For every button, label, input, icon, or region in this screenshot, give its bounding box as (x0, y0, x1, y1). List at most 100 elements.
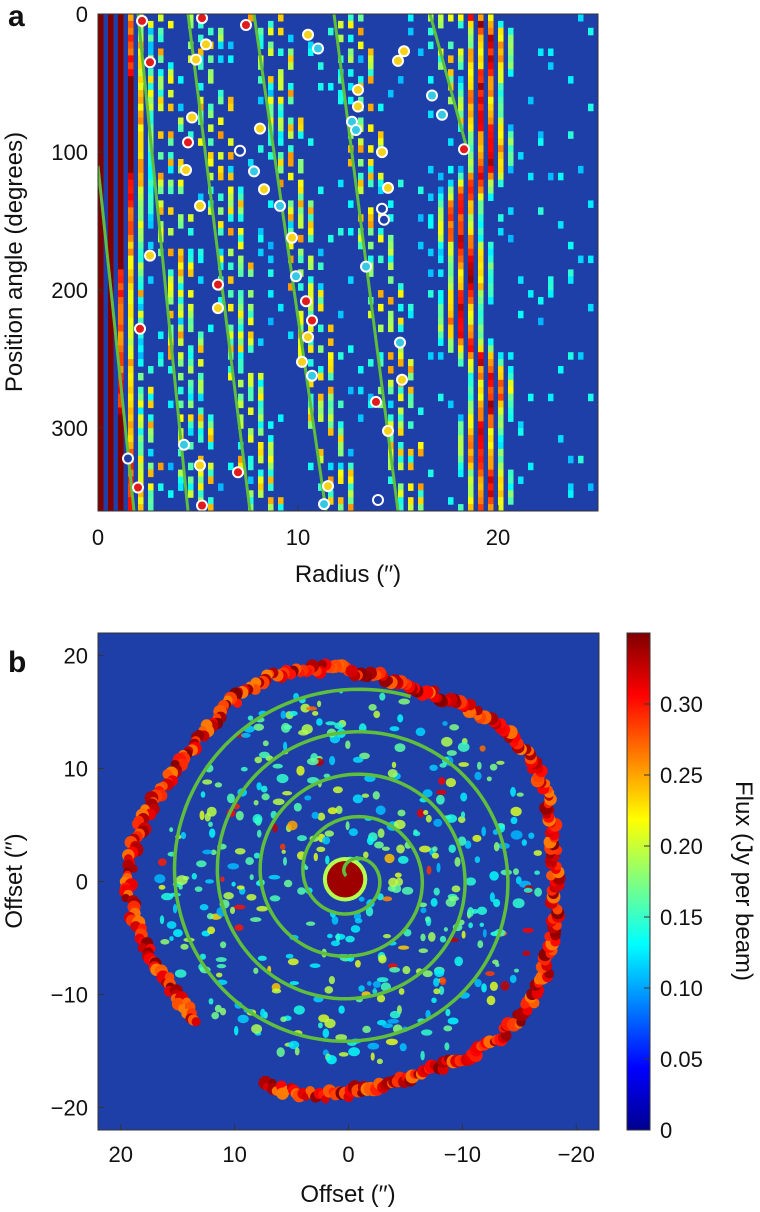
heatmap-cell (188, 310, 194, 319)
heatmap-cell (228, 262, 234, 270)
heatmap-cell (468, 62, 474, 70)
marker (122, 452, 134, 465)
heatmap-cell (488, 497, 494, 505)
heatmap-cell (108, 228, 114, 236)
heatmap-cell (128, 269, 134, 277)
heatmap-cell (138, 490, 144, 498)
heatmap-blob (324, 986, 334, 994)
heatmap-cell (398, 324, 404, 333)
heatmap-cell (388, 241, 394, 250)
heatmap-cell (478, 179, 484, 188)
heatmap-cell (308, 221, 314, 229)
panel-a-frame (97, 13, 599, 512)
heatmap-cell (198, 331, 204, 339)
heatmap-cell (498, 448, 504, 457)
heatmap-cell (338, 469, 344, 478)
x-tick-label: 10 (286, 525, 310, 550)
heatmap-cell (468, 448, 474, 457)
heatmap-cell (248, 407, 254, 415)
heatmap-blob (438, 986, 445, 995)
heatmap-cell (258, 490, 264, 498)
marker (300, 295, 312, 308)
heatmap-cell (478, 193, 484, 201)
heatmap-cell (268, 110, 274, 119)
heatmap-blob (496, 760, 505, 765)
heatmap-cell (578, 14, 584, 22)
heatmap-cell (498, 96, 504, 105)
heatmap-cell (188, 352, 194, 360)
heatmap-cell (378, 359, 384, 367)
heatmap-cell (128, 497, 134, 505)
heatmap-cell (408, 504, 414, 511)
heatmap-cell (378, 131, 384, 139)
heatmap-cell (248, 462, 254, 471)
heatmap-cell (108, 14, 114, 22)
heatmap-blob (446, 750, 457, 756)
heatmap-cell (128, 89, 134, 98)
heatmap-blob (416, 808, 425, 818)
heatmap-cell (488, 193, 494, 201)
heatmap-cell (478, 483, 484, 491)
heatmap-blob (387, 885, 396, 892)
heatmap-cell (458, 297, 464, 305)
heatmap-blob (283, 879, 293, 888)
heatmap-cell (458, 165, 464, 174)
heatmap-cell (308, 414, 314, 422)
heatmap-cell (188, 483, 194, 491)
heatmap-cell (348, 200, 354, 208)
heatmap-cell (118, 138, 124, 146)
heatmap-cell (468, 276, 474, 284)
heatmap-blob (477, 940, 484, 949)
heatmap-cell (268, 435, 274, 443)
heatmap-cell (168, 186, 174, 195)
heatmap-cell (218, 96, 224, 105)
heatmap-cell (508, 386, 514, 395)
heatmap-cell (508, 165, 514, 174)
heatmap-cell (118, 207, 124, 215)
heatmap-blob (415, 727, 426, 737)
heatmap-cell (148, 497, 154, 505)
heatmap-cell (498, 393, 504, 402)
heatmap-cell (508, 393, 514, 402)
panel-a-plot-area (98, 14, 598, 511)
heatmap-cell (488, 117, 494, 125)
heatmap-blob (202, 779, 213, 785)
heatmap-cell (128, 186, 134, 195)
heatmap-cell (448, 345, 454, 353)
heatmap-cell (128, 393, 134, 402)
heatmap-blob (397, 714, 404, 723)
heatmap-cell (468, 34, 474, 43)
heatmap-blob (512, 898, 525, 909)
heatmap-cell (488, 366, 494, 374)
heatmap-cell (458, 269, 464, 277)
heatmap-cell (228, 103, 234, 112)
heatmap-cell (108, 48, 114, 56)
marker (258, 183, 270, 196)
heatmap-cell (218, 207, 224, 215)
heatmap-cell (188, 421, 194, 429)
heatmap-cell (298, 117, 304, 125)
heatmap-cell (178, 290, 184, 298)
heatmap-cell (308, 234, 314, 243)
heatmap-blob (426, 865, 432, 875)
heatmap-blob (316, 846, 326, 853)
heatmap-blob (272, 798, 285, 806)
heatmap-blob (180, 832, 187, 840)
heatmap-cell (278, 76, 284, 84)
heatmap-cell (468, 262, 474, 270)
heatmap-cell (208, 138, 214, 146)
heatmap-cell (298, 131, 304, 139)
heatmap-blob (285, 953, 294, 959)
heatmap-cell (148, 69, 154, 77)
heatmap-cell (398, 352, 404, 360)
heatmap-blob (280, 710, 287, 719)
marker (132, 481, 144, 494)
heatmap-blob (209, 828, 216, 838)
heatmap-blob (422, 789, 433, 798)
heatmap-cell (328, 393, 334, 402)
heatmap-cell (488, 14, 494, 22)
heatmap-cell (178, 338, 184, 346)
heatmap-cell (108, 448, 114, 457)
heatmap-cell (468, 27, 474, 36)
heatmap-cell (378, 228, 384, 236)
